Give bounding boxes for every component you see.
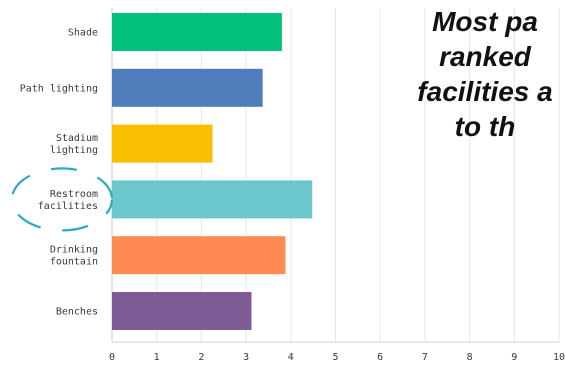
category-label: Benches [56, 307, 98, 318]
callout-line: ranked [439, 41, 531, 72]
category-label: Drinking [50, 245, 98, 256]
x-axis-ticks: 0 1 2 3 4 5 6 7 8 9 10 [109, 352, 565, 363]
highlight-ring [10, 167, 114, 232]
highlight-circle [10, 167, 114, 232]
x-tick-label: 6 [377, 352, 383, 363]
bar [112, 68, 263, 107]
callout-line: Most pa [432, 6, 538, 37]
x-tick-label: 3 [243, 352, 249, 363]
category-label: Shade [68, 28, 98, 39]
bar [112, 236, 286, 275]
headline-callout: Most pa ranked facilities a to th [285, 4, 565, 144]
x-tick-label: 7 [422, 352, 428, 363]
callout-line: to th [454, 111, 516, 142]
x-tick-label: 5 [332, 352, 338, 363]
category-label: facilities [38, 201, 98, 212]
bar [112, 13, 282, 51]
x-tick-label: 4 [288, 352, 294, 363]
x-tick-label: 2 [198, 352, 204, 363]
category-label: lighting [50, 145, 98, 156]
grid-lines [111, 8, 560, 343]
x-tick-label: 0 [109, 352, 115, 363]
x-tick-label: 10 [553, 352, 565, 363]
bar [112, 180, 313, 219]
x-tick-label: 1 [154, 352, 160, 363]
x-tick-label: 9 [511, 352, 517, 363]
category-label: Stadium [56, 133, 98, 144]
bar [112, 124, 213, 163]
callout-line: facilities a [417, 76, 553, 107]
x-tick-label: 8 [467, 352, 473, 363]
category-label: Path lighting [20, 83, 98, 94]
category-label: fountain [50, 257, 98, 268]
bar [112, 292, 252, 330]
bars [112, 13, 313, 330]
category-label: Restroom [50, 189, 98, 200]
